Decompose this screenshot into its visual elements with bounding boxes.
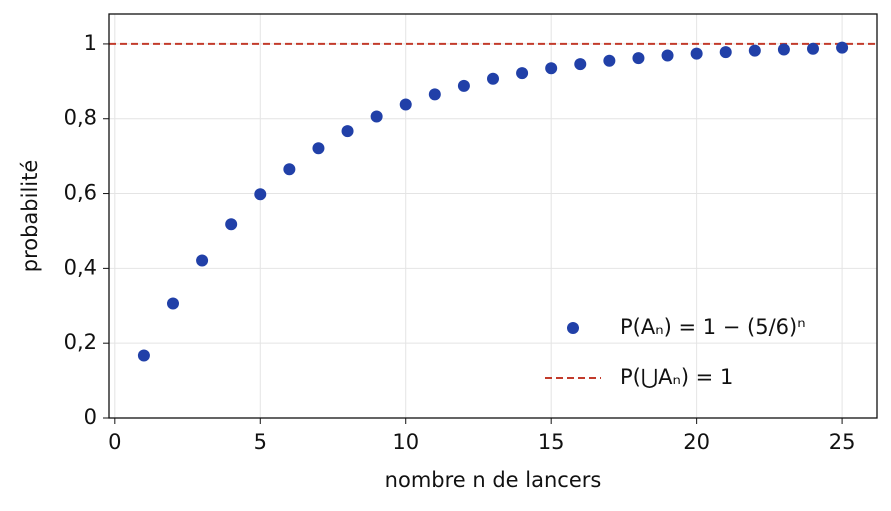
y-tick-label: 0,8 xyxy=(64,106,97,130)
data-point xyxy=(719,46,732,59)
x-tick-label: 25 xyxy=(829,430,856,454)
data-point xyxy=(603,54,616,67)
x-tick-label: 5 xyxy=(254,430,267,454)
x-tick-label: 0 xyxy=(108,430,121,454)
data-point xyxy=(661,49,674,62)
data-point xyxy=(457,79,470,92)
y-tick-label: 0,2 xyxy=(64,330,97,354)
data-point xyxy=(341,125,354,138)
data-point xyxy=(777,43,790,56)
data-point xyxy=(807,42,819,55)
x-tick-label: 20 xyxy=(683,430,710,454)
data-point xyxy=(428,88,441,101)
y-tick-label: 0,6 xyxy=(64,181,97,205)
plot-frame xyxy=(108,13,878,419)
data-point xyxy=(632,52,645,65)
data-point xyxy=(137,349,150,362)
data-point xyxy=(196,254,209,267)
data-point xyxy=(487,72,499,85)
data-point xyxy=(516,67,529,80)
data-point xyxy=(283,163,296,176)
data-point xyxy=(690,47,703,60)
y-axis-label: probabilité xyxy=(18,160,42,273)
data-point xyxy=(254,188,267,201)
x-tick-label: 15 xyxy=(538,430,565,454)
legend-label: P(⋃Aₙ) = 1 xyxy=(620,365,733,389)
data-point xyxy=(574,58,587,71)
data-point xyxy=(748,44,761,57)
y-tick-label: 0 xyxy=(84,405,97,429)
x-axis-label: nombre n de lancers xyxy=(385,468,602,492)
data-point xyxy=(545,62,558,75)
data-point xyxy=(225,218,238,231)
data-point xyxy=(370,110,383,123)
data-point xyxy=(312,142,325,155)
data-point xyxy=(167,297,179,310)
legend-label: P(Aₙ) = 1 − (5/6)ⁿ xyxy=(620,315,806,339)
data-point xyxy=(836,41,849,54)
data-point xyxy=(399,98,412,111)
y-tick-label: 1 xyxy=(84,31,97,55)
legend-marker xyxy=(567,322,579,334)
x-tick-label: 10 xyxy=(392,430,419,454)
y-tick-label: 0,4 xyxy=(64,255,97,279)
